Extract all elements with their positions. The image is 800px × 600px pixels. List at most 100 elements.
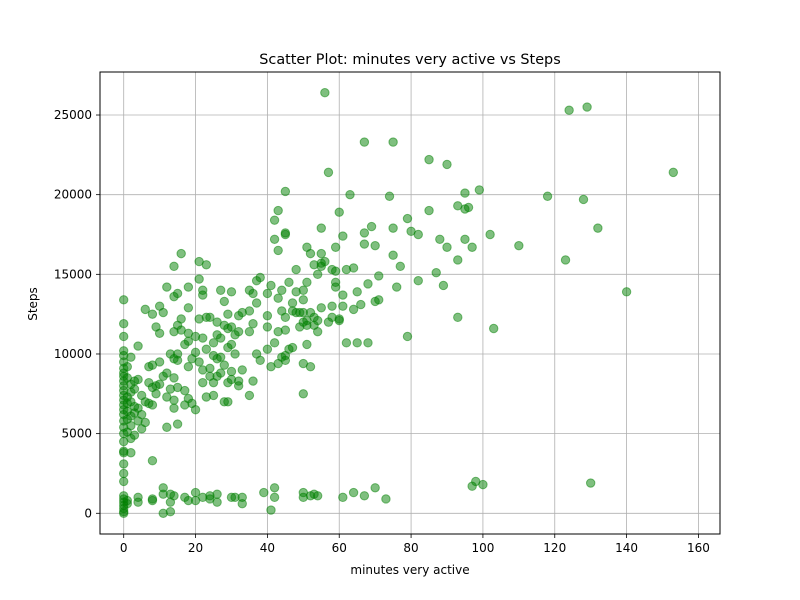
data-point (273, 205, 283, 216)
data-point (323, 167, 334, 178)
y-tick-label: 10000 (54, 347, 92, 361)
data-point (564, 105, 574, 115)
data-point (585, 478, 596, 488)
data-point (119, 468, 129, 479)
data-point (460, 188, 470, 198)
data-point (126, 352, 136, 362)
data-point (478, 479, 488, 490)
data-point (194, 357, 204, 367)
data-point (162, 368, 172, 378)
data-point (463, 202, 474, 213)
data-point (226, 339, 237, 350)
data-point (442, 242, 452, 252)
data-point (154, 357, 165, 367)
data-point (298, 285, 309, 295)
data-point (330, 282, 341, 292)
data-point (201, 260, 212, 270)
data-point (356, 299, 366, 310)
data-point (266, 280, 276, 291)
x-tick-label: 100 (471, 541, 494, 555)
data-point (262, 322, 273, 332)
data-point (248, 319, 258, 329)
data-point (435, 234, 445, 244)
data-point (424, 154, 434, 165)
grid-lines (100, 72, 720, 534)
data-point (277, 285, 287, 295)
data-point (233, 381, 244, 391)
data-point (334, 315, 344, 326)
data-point (424, 205, 434, 216)
data-point (248, 288, 258, 299)
data-point (215, 368, 226, 378)
data-point (330, 242, 341, 252)
data-point (316, 223, 326, 233)
data-point (273, 245, 283, 256)
data-point (255, 272, 265, 283)
data-point (359, 137, 370, 147)
data-point (338, 301, 348, 311)
data-point (223, 397, 233, 407)
data-point (374, 271, 384, 281)
x-tick-label: 40 (260, 541, 275, 555)
data-point (212, 489, 222, 499)
data-point (122, 499, 133, 509)
data-point (348, 263, 359, 273)
data-point (219, 360, 229, 370)
data-point (474, 185, 485, 195)
data-point (126, 420, 136, 431)
data-point (190, 347, 201, 358)
x-tick-label: 20 (188, 541, 203, 555)
data-point (140, 417, 150, 428)
data-point (392, 282, 402, 292)
data-point (280, 312, 291, 323)
data-point (133, 341, 143, 351)
data-point (388, 137, 398, 147)
data-point (233, 326, 244, 337)
data-point (366, 221, 377, 232)
x-tick-label: 60 (332, 541, 347, 555)
data-point (384, 191, 395, 201)
data-point (352, 287, 362, 297)
data-point (542, 191, 553, 201)
data-point (169, 491, 179, 501)
y-axis-ticks: 0 5000 10000 15000 20000 25000 (54, 108, 100, 520)
data-point (388, 223, 398, 233)
data-point (133, 497, 143, 507)
data-point (269, 483, 280, 493)
data-point (208, 338, 219, 348)
x-axis-label: minutes very active (350, 563, 469, 577)
data-point (312, 491, 323, 501)
data-point (341, 338, 352, 348)
data-points (119, 88, 679, 518)
data-point (485, 229, 495, 240)
data-point (363, 338, 373, 348)
data-point (381, 494, 391, 504)
data-point (338, 492, 348, 503)
y-tick-label: 5000 (61, 427, 92, 441)
data-point (302, 277, 312, 287)
data-point (467, 242, 477, 252)
data-point (266, 505, 276, 515)
data-point (154, 328, 165, 338)
data-point (208, 390, 219, 401)
data-point (251, 298, 262, 308)
data-point (348, 487, 359, 498)
data-point (359, 491, 370, 501)
data-point (180, 385, 190, 396)
data-point (230, 349, 240, 359)
data-point (453, 312, 463, 323)
data-point (402, 331, 413, 342)
data-point (172, 419, 183, 429)
data-point (183, 336, 194, 346)
data-point (119, 319, 129, 329)
data-point (169, 261, 179, 272)
data-point (205, 363, 215, 374)
data-point (201, 344, 212, 354)
data-point (172, 288, 183, 299)
data-point (316, 303, 326, 313)
data-point (129, 430, 140, 440)
data-point (169, 373, 179, 383)
data-point (269, 215, 280, 225)
data-point (198, 377, 208, 388)
data-point (244, 306, 255, 316)
